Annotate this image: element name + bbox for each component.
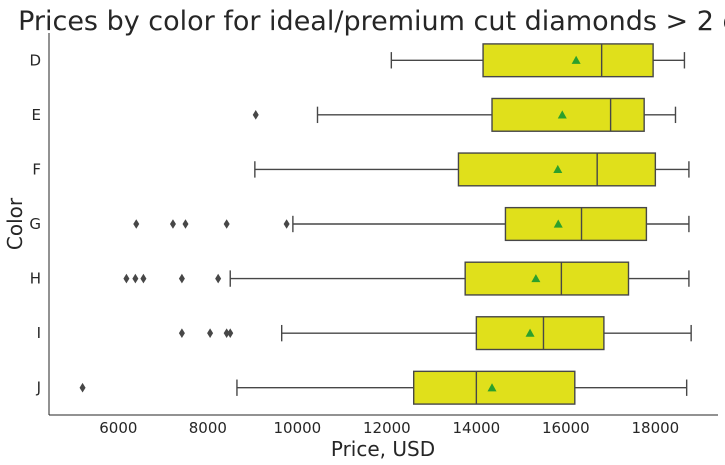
iqr-box xyxy=(482,43,654,78)
x-tick-label: 16000 xyxy=(542,419,590,437)
outlier-point xyxy=(169,219,176,229)
mean-marker xyxy=(553,219,563,228)
y-tick-label: H xyxy=(30,270,41,288)
outlier-point xyxy=(182,219,189,229)
mean-marker xyxy=(557,110,567,119)
box-H xyxy=(123,261,690,296)
outlier-point xyxy=(283,219,290,229)
x-tick-label: 12000 xyxy=(363,419,411,437)
chart-title: Prices by color for ideal/premium cut di… xyxy=(18,6,725,37)
box-I xyxy=(178,316,692,351)
x-tick-label: 10000 xyxy=(273,419,321,437)
y-tick-label: I xyxy=(37,324,41,342)
outlier-point xyxy=(223,328,230,338)
mean-marker xyxy=(571,55,581,64)
mean-marker xyxy=(531,274,541,283)
box-E xyxy=(252,97,677,132)
box-J xyxy=(79,370,688,405)
outlier-point xyxy=(79,382,86,393)
outlier-point xyxy=(123,273,130,284)
iqr-box xyxy=(491,97,645,132)
iqr-box xyxy=(475,316,605,351)
x-tick-labels: 6000 8000 10000 12000 14000 16000 18000 xyxy=(99,419,679,437)
outlier-point xyxy=(207,328,214,338)
mean-marker xyxy=(487,383,497,392)
y-tick-label: G xyxy=(29,215,41,233)
iqr-box xyxy=(413,370,576,405)
y-tick-labels: D E F G H I J xyxy=(29,51,41,396)
x-tick-label: 18000 xyxy=(631,419,679,437)
x-axis-label: Price, USD xyxy=(331,437,435,461)
outlier-point xyxy=(223,219,230,229)
outlier-point xyxy=(215,273,222,284)
mean-marker xyxy=(525,328,535,337)
y-tick-label: D xyxy=(29,51,41,69)
x-tick-label: 8000 xyxy=(189,419,227,437)
y-tick-label: J xyxy=(36,379,41,397)
box-plot-group xyxy=(79,43,692,405)
outlier-point xyxy=(178,273,185,284)
box-D xyxy=(390,43,686,78)
iqr-box xyxy=(464,261,630,296)
outlier-point xyxy=(140,273,147,284)
box-F xyxy=(254,152,690,187)
outlier-point xyxy=(252,110,259,120)
outlier-point xyxy=(178,328,185,338)
outlier-point xyxy=(132,273,139,284)
box-G xyxy=(133,206,690,242)
y-axis-label: Color xyxy=(3,197,27,250)
y-tick-label: E xyxy=(32,106,41,124)
outlier-point xyxy=(227,328,234,338)
x-tick-label: 14000 xyxy=(452,419,500,437)
outlier-point xyxy=(133,219,140,229)
y-tick-label: F xyxy=(32,160,41,178)
x-tick-label: 6000 xyxy=(99,419,137,437)
mean-marker xyxy=(553,164,563,174)
plot-area: D E F G H I J 6000 8000 10000 12000 14000 16000 1800… xyxy=(29,33,718,437)
iqr-box xyxy=(504,206,648,242)
